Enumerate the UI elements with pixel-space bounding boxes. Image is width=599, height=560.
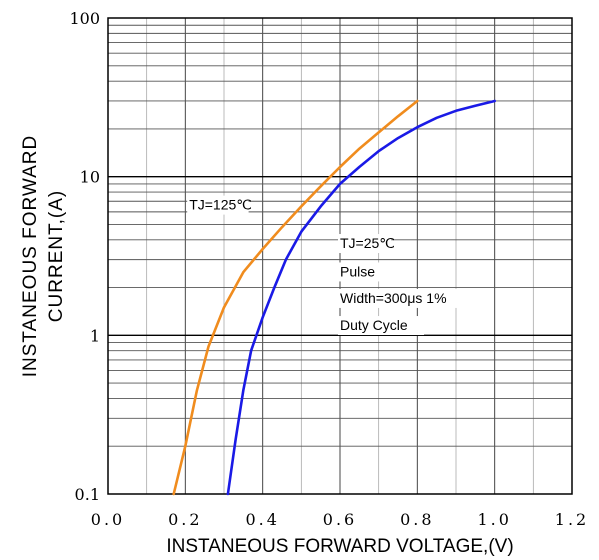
x-tick-label: 1.0 <box>477 510 511 529</box>
y-tick-label: 100 <box>69 9 100 28</box>
annotations: TJ=125℃ TJ=25℃ Pulse Width=300μs 1% Duty Cyc… <box>187 196 457 335</box>
annotation-text: Duty Cycle <box>340 317 408 333</box>
x-tick-label: 0.8 <box>400 510 434 529</box>
annotation-text: TJ=25℃ <box>340 235 395 251</box>
grid <box>108 18 572 494</box>
y-tick-label: 1 <box>90 326 100 345</box>
x-tick-label: 0.0 <box>91 510 125 529</box>
x-tick-label: 1.2 <box>555 510 589 529</box>
x-axis-label: INSTANEOUS FORWARD VOLTAGE,(V) <box>166 536 513 557</box>
x-tick-label: 0.6 <box>323 510 357 529</box>
y-tick-labels: 0.1 1 10 100 <box>69 9 100 504</box>
x-tick-label: 0.4 <box>245 510 279 529</box>
annotation-text: Pulse <box>340 263 375 279</box>
annotation-text: Width=300μs 1% <box>340 290 447 306</box>
y-tick-label: 10 <box>80 168 100 187</box>
x-tick-labels: 0.0 0.2 0.4 0.6 0.8 1.0 1.2 <box>91 510 589 529</box>
y-axis-label-line2: CURRENT,(A) <box>46 190 67 322</box>
y-tick-label: 0.1 <box>75 485 100 504</box>
annotation-text: TJ=125℃ <box>189 197 252 213</box>
x-tick-label: 0.2 <box>168 510 202 529</box>
y-axis-label-line1: INSTANEOUS FORWARD <box>20 135 41 378</box>
